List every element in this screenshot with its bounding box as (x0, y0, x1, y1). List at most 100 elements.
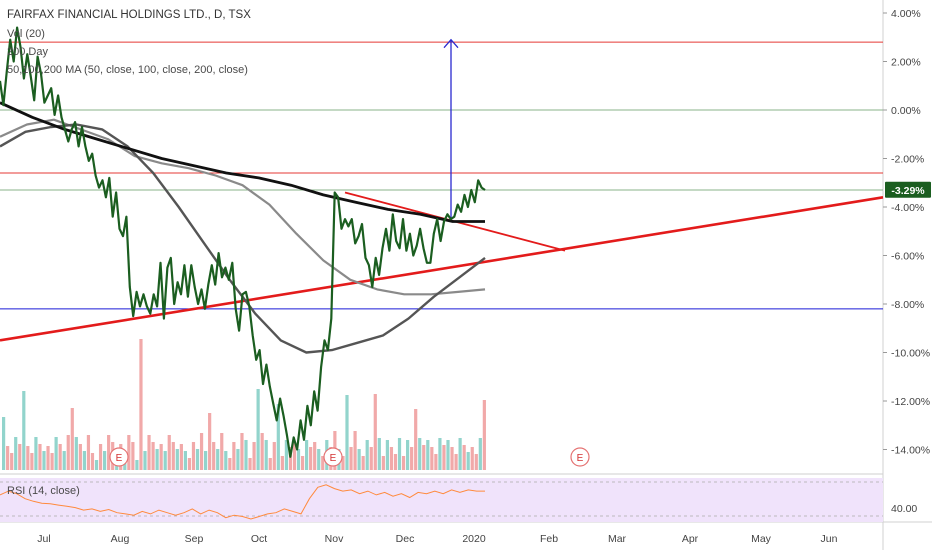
volume-bar (62, 451, 66, 470)
volume-bar (446, 440, 450, 470)
price-line (0, 26, 486, 458)
volume-bar (175, 449, 179, 470)
volume-bar (94, 460, 99, 470)
volume-bar (187, 458, 192, 470)
volume-bar (86, 435, 91, 470)
volume-bar (292, 442, 297, 470)
volume-bar (163, 451, 167, 470)
volume-bar (272, 442, 276, 470)
volume-bar (159, 444, 163, 470)
volume-bar (22, 391, 26, 470)
volume-bar (365, 440, 369, 470)
volume-bar (82, 451, 86, 470)
volume-bar (462, 445, 466, 470)
volume-bar (373, 394, 377, 470)
volume-bar (14, 437, 18, 470)
rsi-line (0, 484, 485, 520)
volume-bar (317, 449, 321, 470)
earnings-marker-label: E (116, 453, 123, 464)
earnings-marker: E (323, 447, 343, 467)
volume-bar (155, 449, 159, 470)
volume-bar (377, 438, 381, 470)
volume-bar (244, 440, 248, 470)
earnings-marker-circle (323, 447, 343, 467)
volume-bar (466, 452, 470, 470)
volume-bar (103, 451, 107, 470)
rsi-band (0, 478, 883, 522)
last-price-badge-label: -3.29% (891, 185, 925, 197)
price-pane-bg (0, 0, 883, 522)
x-tick-label: Jun (821, 533, 838, 545)
volume-bar (478, 438, 482, 470)
volume-bar (6, 446, 10, 470)
volume-bar (232, 442, 236, 470)
volume-bar (256, 389, 260, 470)
symbol-title[interactable]: FAIRFAX FINANCIAL HOLDINGS LTD., D, TSX (7, 9, 251, 21)
volume-bar (438, 438, 442, 470)
volume-bar (381, 456, 385, 470)
volume-bar (171, 442, 175, 470)
volume-bar (167, 435, 171, 470)
earnings-marker: E (109, 447, 129, 467)
volume-bar (280, 456, 284, 470)
volume-bar (248, 458, 252, 470)
y-tick-label: -12.00% (891, 396, 930, 408)
y-tick-label: -6.00% (891, 251, 924, 263)
price-axis: 4.00% 2.00% 0.00% -2.00% -4.00% -6.00% -8.00% -… (883, 8, 931, 515)
volume-bar (418, 438, 422, 470)
volume-bar (199, 433, 204, 470)
volume-bar (260, 433, 264, 470)
volume-bar (212, 442, 216, 470)
volume-bar (26, 446, 30, 470)
volume-bar (482, 400, 486, 470)
volume-bar (236, 449, 240, 470)
volume-bar (450, 447, 454, 470)
rsi-tick-label: 40.00 (891, 503, 917, 515)
legend-rsi[interactable]: RSI (14, close) (7, 485, 80, 497)
volume-bar (58, 444, 62, 470)
volume-bar (430, 447, 434, 470)
volume-bar (179, 444, 183, 470)
volume-bar (397, 438, 402, 470)
volume-bar (42, 451, 46, 470)
earnings-marker-circle (570, 447, 590, 467)
volume-bar (345, 395, 349, 470)
x-tick-label: Apr (682, 533, 699, 545)
legend-ma-multi[interactable]: 50,100,200 MA (50, close, 100, close, 20… (7, 64, 248, 76)
volume-bar (385, 440, 389, 470)
last-price-badge-bg (885, 181, 931, 198)
volume-bar (208, 413, 212, 470)
volume-bar (470, 447, 474, 470)
volume-bar (406, 440, 410, 470)
legend-ma200[interactable]: 200 Day (7, 46, 48, 58)
volume-bar (442, 445, 446, 470)
volume-bar (195, 449, 200, 470)
volume-bar (50, 453, 54, 470)
volume-bar (296, 449, 301, 470)
volume-bar (151, 442, 155, 470)
legend-vol[interactable]: Vol (20) (7, 28, 45, 40)
volume-bar (349, 447, 353, 470)
volume-bar (410, 447, 414, 470)
volume-bar (240, 433, 244, 470)
volume-bar (131, 442, 135, 470)
volume-bar (401, 456, 406, 470)
volume-bar (422, 445, 426, 470)
volume-bar (357, 449, 361, 470)
volume-bar (98, 444, 103, 470)
volume-bar (252, 442, 256, 470)
volume-bar (38, 444, 42, 470)
earnings-marker-label: E (577, 453, 584, 464)
last-price-badge: -3.29% (885, 181, 931, 198)
volume-bar (458, 438, 462, 470)
volume-bar (143, 451, 147, 470)
earnings-marker: E (570, 447, 590, 467)
x-tick-label: Aug (111, 533, 130, 545)
volume-bar (309, 447, 313, 470)
y-tick-label: -2.00% (891, 154, 924, 166)
volume-bar (216, 449, 220, 470)
x-tick-label: Feb (540, 533, 558, 545)
volume-bar (414, 409, 418, 470)
y-tick-label: -10.00% (891, 348, 930, 360)
